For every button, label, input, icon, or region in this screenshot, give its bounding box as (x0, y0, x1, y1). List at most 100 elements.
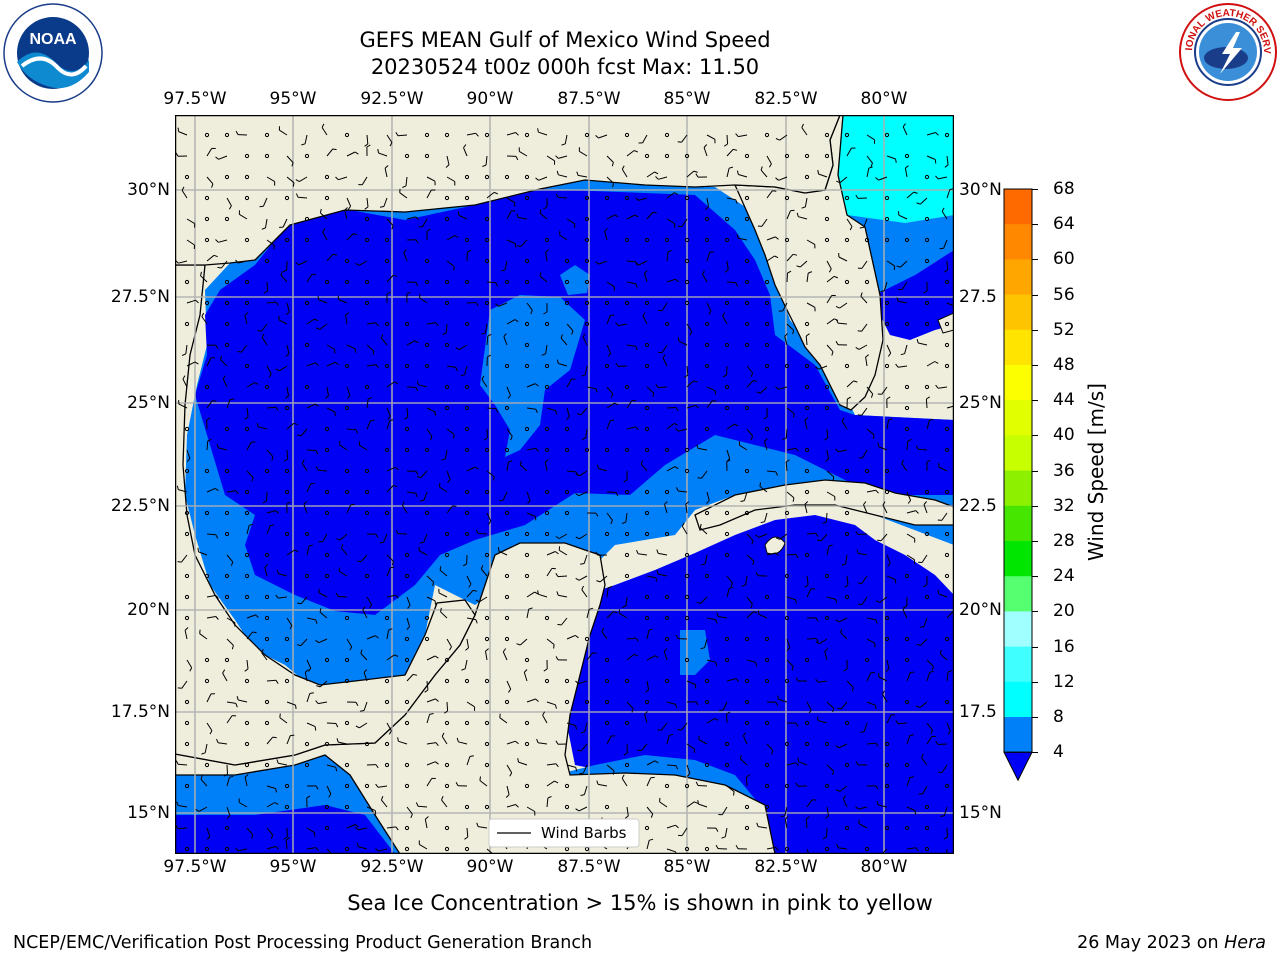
barb-flag (321, 123, 325, 128)
barb-flag (581, 585, 584, 590)
barb-shaft (506, 319, 516, 325)
barb-shaft (446, 428, 455, 435)
calm-circle (764, 426, 770, 432)
barb-shaft (386, 554, 394, 562)
barb-shaft (678, 340, 688, 346)
barb-flag (194, 361, 199, 365)
barb-shaft (222, 672, 228, 682)
barb-flag (847, 396, 852, 400)
barb-flag (825, 458, 829, 462)
barb-shaft (386, 407, 391, 417)
calm-circle (504, 174, 510, 180)
calm-circle (904, 405, 910, 411)
barb-shaft (906, 510, 916, 514)
barb-shaft (586, 386, 596, 390)
lat-label-left-0: 30°N (127, 180, 170, 200)
calm-circle (224, 342, 230, 348)
barb-shaft (925, 398, 928, 409)
wind-barbs (175, 123, 954, 854)
barb-flag (292, 182, 295, 187)
barb-shaft (826, 470, 835, 478)
barb-shaft (300, 638, 308, 646)
barb-shaft (383, 197, 388, 207)
barb-shaft (419, 297, 428, 304)
calm-circle (924, 300, 930, 306)
barb-flag (291, 162, 294, 167)
lat-label-right-6: 15°N (959, 803, 1002, 823)
barb-flag (736, 234, 739, 239)
barb-flag (696, 601, 701, 604)
barb-flag (230, 561, 234, 566)
barb-flag (856, 549, 859, 554)
barb-shaft (619, 612, 628, 619)
calm-circle (484, 741, 490, 747)
calm-circle (204, 216, 210, 222)
barb-shaft (286, 386, 289, 396)
barb-flag (375, 848, 379, 852)
colorbar-band (1004, 294, 1032, 331)
barb-shaft (861, 596, 868, 605)
barb-shaft (923, 617, 928, 627)
barb-shaft (666, 407, 677, 409)
calm-circle (904, 699, 910, 705)
calm-circle (404, 321, 410, 327)
barb-shaft (178, 403, 188, 409)
barb-shaft (426, 575, 434, 583)
barb-flag (610, 314, 615, 317)
barb-shaft (646, 171, 655, 178)
barb-shaft (384, 168, 388, 178)
calm-circle (524, 552, 530, 558)
barb-flag (453, 434, 455, 439)
barb-shaft (386, 630, 389, 640)
barb-flag (556, 591, 559, 596)
calm-circle (384, 237, 390, 243)
calm-circle (804, 363, 810, 369)
barb-shaft (386, 275, 394, 283)
barb-flag (429, 713, 434, 715)
calm-circle (724, 552, 730, 558)
calm-circle (804, 489, 810, 495)
colorbar-extend-arrow (1003, 751, 1033, 782)
barb-shaft (626, 400, 633, 409)
calm-circle (344, 363, 350, 369)
colorbar-tick-label: 32 (1053, 495, 1075, 516)
barb-flag (315, 450, 319, 455)
barb-flag (795, 722, 799, 727)
calm-circle (324, 552, 330, 558)
barb-flag (375, 533, 379, 538)
barb-flag (515, 740, 519, 745)
calm-circle (264, 258, 270, 264)
barb-shaft (681, 722, 688, 731)
barb-flag (868, 166, 873, 169)
calm-circle (904, 153, 910, 159)
barb-shaft (206, 400, 213, 409)
barb-flag (905, 165, 909, 169)
calm-circle (244, 279, 250, 285)
colorbar-tick-label: 60 (1053, 249, 1075, 270)
barb-shaft (722, 315, 728, 325)
barb-shaft (586, 652, 593, 661)
lon-label-top-0: 97.5°W (163, 89, 227, 109)
barb-flag (200, 271, 202, 276)
calm-circle (664, 594, 670, 600)
calm-circle (784, 195, 790, 201)
barb-shaft (904, 344, 908, 354)
barb-flag (220, 355, 222, 360)
barb-shaft (638, 197, 648, 201)
barb-flag (804, 584, 809, 588)
calm-circle (204, 132, 210, 138)
barb-flag (286, 501, 291, 505)
barb-flag (895, 720, 899, 724)
barb-shaft (545, 252, 548, 262)
calm-circle (384, 762, 390, 768)
barb-shaft (300, 428, 308, 437)
barb-flag (197, 547, 200, 552)
barb-flag (621, 165, 625, 170)
calm-circle (764, 279, 770, 285)
barb-flag (755, 534, 760, 538)
barb-shaft (301, 463, 308, 472)
barb-flag (940, 815, 945, 817)
calm-circle (584, 258, 590, 264)
barb-shaft (306, 827, 315, 834)
barb-shaft (426, 407, 436, 413)
